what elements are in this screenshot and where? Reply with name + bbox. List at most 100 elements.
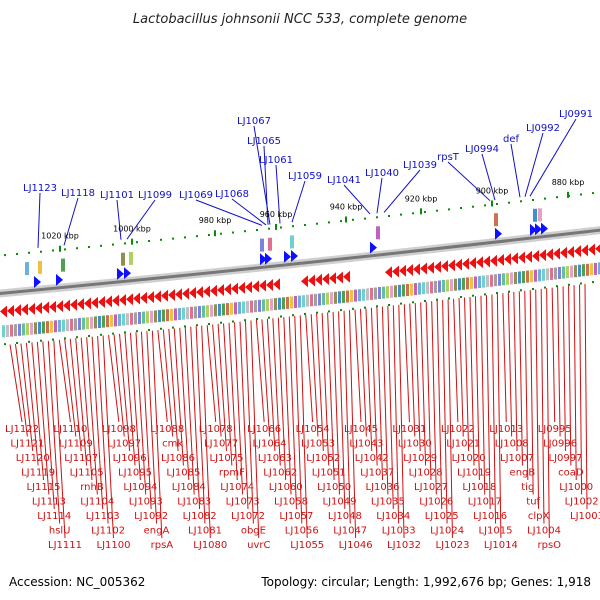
- gene-label-lj1034[interactable]: LJ1034: [376, 511, 410, 522]
- gene-label-lj1019[interactable]: LJ1019: [457, 468, 491, 479]
- gene-label-lj1022[interactable]: LJ1022: [441, 424, 475, 435]
- gene-label-lj1024[interactable]: LJ1024: [430, 526, 464, 537]
- gene-label-lj1043[interactable]: LJ1043: [349, 439, 383, 450]
- gene-label-lj1110[interactable]: LJ1110: [53, 424, 87, 435]
- gene-label-lj1028[interactable]: LJ1028: [409, 468, 443, 479]
- gene-label-lj1002[interactable]: LJ1002: [565, 497, 599, 508]
- gene-label-lj1031[interactable]: LJ1031: [392, 424, 426, 435]
- gene-label-lj1094[interactable]: LJ1094: [123, 482, 157, 493]
- gene-label-lj1032[interactable]: LJ1032: [387, 540, 421, 551]
- gene-label-lj1092[interactable]: LJ1092: [134, 511, 168, 522]
- gene-label-rpsa[interactable]: rpsA: [151, 540, 174, 551]
- gene-label-lj1115[interactable]: LJ1115: [27, 482, 61, 493]
- gene-label-lj0992[interactable]: LJ0992: [526, 123, 560, 134]
- gene-label-lj1062[interactable]: LJ1062: [263, 468, 297, 479]
- gene-label-lj1096[interactable]: LJ1096: [113, 453, 147, 464]
- gene-label-lj1095[interactable]: LJ1095: [118, 468, 152, 479]
- gene-label-lj1114[interactable]: LJ1114: [37, 511, 71, 522]
- gene-label-lj1039[interactable]: LJ1039: [403, 160, 437, 171]
- gene-label-lj0991[interactable]: LJ0991: [559, 109, 593, 120]
- gene-label-enga[interactable]: engA: [144, 526, 170, 537]
- gene-label-lj1068[interactable]: LJ1068: [215, 189, 249, 200]
- gene-label-lj1004[interactable]: LJ1004: [527, 526, 561, 537]
- gene-label-lj1061[interactable]: LJ1061: [259, 155, 293, 166]
- gene-label-lj1025[interactable]: LJ1025: [425, 511, 459, 522]
- gene-label-lj1017[interactable]: LJ1017: [468, 497, 502, 508]
- gene-label-lj1033[interactable]: LJ1033: [382, 526, 416, 537]
- gene-label-lj1118[interactable]: LJ1118: [61, 188, 95, 199]
- gene-label-tuf[interactable]: tuf: [526, 497, 540, 508]
- gene-label-lj1101[interactable]: LJ1101: [100, 190, 134, 201]
- gene-label-lj1063[interactable]: LJ1063: [258, 453, 292, 464]
- gene-label-coad[interactable]: coaD: [558, 468, 584, 479]
- gene-label-lj1085[interactable]: LJ1085: [166, 468, 200, 479]
- gene-label-lj1098[interactable]: LJ1098: [102, 424, 136, 435]
- gene-label-lj1052[interactable]: LJ1052: [306, 453, 340, 464]
- gene-label-lj1021[interactable]: LJ1021: [446, 439, 480, 450]
- gene-label-lj1046[interactable]: LJ1046: [339, 540, 373, 551]
- gene-label-lj1088[interactable]: LJ1088: [150, 424, 184, 435]
- gene-label-lj1041[interactable]: LJ1041: [327, 175, 361, 186]
- gene-label-lj1073[interactable]: LJ1073: [226, 497, 260, 508]
- gene-label-lj1058[interactable]: LJ1058: [274, 497, 308, 508]
- gene-label-lj1036[interactable]: LJ1036: [366, 482, 400, 493]
- gene-label-lj1054[interactable]: LJ1054: [296, 424, 330, 435]
- gene-label-lj1003[interactable]: LJ1003: [570, 511, 600, 522]
- gene-label-lj1086[interactable]: LJ1086: [161, 453, 195, 464]
- gene-label-lj1018[interactable]: LJ1018: [462, 482, 496, 493]
- gene-label-lj1077[interactable]: LJ1077: [204, 439, 238, 450]
- gene-label-lj1084[interactable]: LJ1084: [172, 482, 206, 493]
- gene-label-lj1103[interactable]: LJ1103: [86, 511, 120, 522]
- gene-label-lj0994[interactable]: LJ0994: [465, 144, 499, 155]
- gene-label-lj1050[interactable]: LJ1050: [317, 482, 351, 493]
- gene-label-lj0996[interactable]: LJ0996: [543, 439, 577, 450]
- gene-label-lj1029[interactable]: LJ1029: [403, 453, 437, 464]
- gene-label-lj1100[interactable]: LJ1100: [97, 540, 131, 551]
- gene-label-lj1083[interactable]: LJ1083: [177, 497, 211, 508]
- gene-label-lj1080[interactable]: LJ1080: [193, 540, 227, 551]
- gene-label-lj1078[interactable]: LJ1078: [199, 424, 233, 435]
- gene-label-lj1014[interactable]: LJ1014: [484, 540, 518, 551]
- gene-label-lj1008[interactable]: LJ1008: [495, 439, 529, 450]
- gene-label-lj1048[interactable]: LJ1048: [328, 511, 362, 522]
- gene-label-lj1081[interactable]: LJ1081: [188, 526, 222, 537]
- gene-label-lj1102[interactable]: LJ1102: [91, 526, 125, 537]
- gene-label-lj1082[interactable]: LJ1082: [183, 511, 217, 522]
- gene-label-lj1027[interactable]: LJ1027: [414, 482, 448, 493]
- gene-label-tig[interactable]: tig: [521, 482, 534, 493]
- gene-label-lj1035[interactable]: LJ1035: [371, 497, 405, 508]
- gene-label-lj1123[interactable]: LJ1123: [23, 183, 57, 194]
- gene-label-lj1015[interactable]: LJ1015: [479, 526, 513, 537]
- gene-label-lj1066[interactable]: LJ1066: [247, 424, 281, 435]
- gene-label-lj1119[interactable]: LJ1119: [21, 468, 55, 479]
- gene-label-lj1051[interactable]: LJ1051: [312, 468, 346, 479]
- gene-label-lj0995[interactable]: LJ0995: [538, 424, 572, 435]
- gene-label-lj1105[interactable]: LJ1105: [70, 468, 104, 479]
- gene-label-lj1026[interactable]: LJ1026: [419, 497, 453, 508]
- gene-label-lj1013[interactable]: LJ1013: [489, 424, 523, 435]
- gene-label-lj1007[interactable]: LJ1007: [500, 453, 534, 464]
- gene-label-lj1121[interactable]: LJ1121: [10, 439, 44, 450]
- gene-label-lj1093[interactable]: LJ1093: [129, 497, 163, 508]
- gene-label-lj0997[interactable]: LJ0997: [549, 453, 583, 464]
- gene-label-lj1056[interactable]: LJ1056: [285, 526, 319, 537]
- gene-label-lj1074[interactable]: LJ1074: [220, 482, 254, 493]
- gene-label-lj1113[interactable]: LJ1113: [32, 497, 66, 508]
- gene-label-rpmf[interactable]: rpmF: [219, 468, 245, 479]
- gene-label-lj1020[interactable]: LJ1020: [452, 453, 486, 464]
- gene-label-lj1104[interactable]: LJ1104: [80, 497, 114, 508]
- gene-label-cmk[interactable]: cmk: [162, 439, 183, 450]
- gene-label-lj1030[interactable]: LJ1030: [398, 439, 432, 450]
- gene-label-lj1109[interactable]: LJ1109: [59, 439, 93, 450]
- gene-label-lj1037[interactable]: LJ1037: [360, 468, 394, 479]
- gene-label-lj1040[interactable]: LJ1040: [365, 168, 399, 179]
- gene-label-lj1042[interactable]: LJ1042: [355, 453, 389, 464]
- gene-label-lj1057[interactable]: LJ1057: [279, 511, 313, 522]
- gene-label-uvrc[interactable]: uvrC: [247, 540, 270, 551]
- gene-label-lj1067[interactable]: LJ1067: [237, 116, 271, 127]
- gene-label-rnhb[interactable]: rnhB: [80, 482, 104, 493]
- gene-label-lj1053[interactable]: LJ1053: [301, 439, 335, 450]
- gene-label-def[interactable]: def: [503, 134, 520, 145]
- gene-label-lj1049[interactable]: LJ1049: [323, 497, 357, 508]
- gene-label-lj1055[interactable]: LJ1055: [290, 540, 324, 551]
